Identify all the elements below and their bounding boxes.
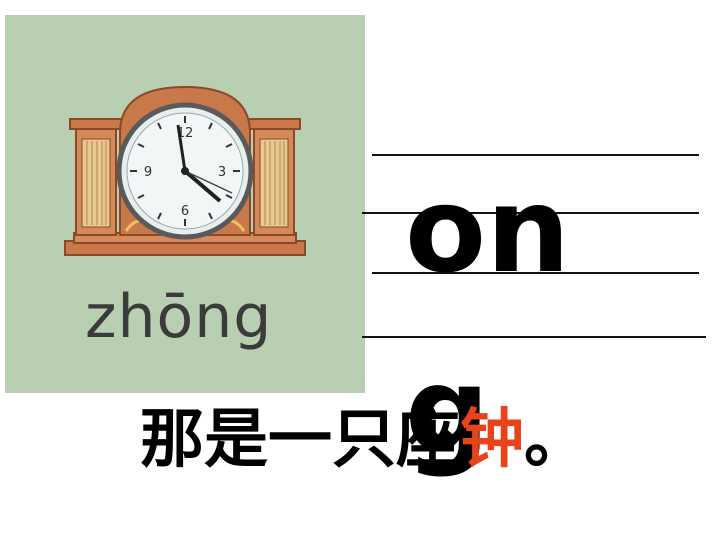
clock-numeral-3: 3 bbox=[218, 165, 226, 180]
illustration-card: 12 3 6 9 zhōng bbox=[5, 15, 365, 393]
sentence-prefix: 那是一只座 bbox=[140, 403, 460, 477]
writing-line-1 bbox=[372, 154, 699, 156]
sentence-suffix: 。 bbox=[524, 403, 588, 477]
writing-line-2 bbox=[362, 212, 699, 214]
clock-numeral-9: 9 bbox=[144, 165, 152, 180]
clock-numeral-6: 6 bbox=[181, 204, 189, 219]
clock-illustration: 12 3 6 9 bbox=[64, 85, 306, 256]
example-sentence: 那是一只座钟。 bbox=[140, 408, 588, 472]
writing-line-4 bbox=[362, 336, 706, 338]
sentence-highlight: 钟 bbox=[460, 403, 524, 477]
rime-letters: ong bbox=[405, 161, 571, 479]
pinyin-label: zhōng bbox=[85, 282, 273, 352]
writing-line-3 bbox=[372, 272, 699, 274]
